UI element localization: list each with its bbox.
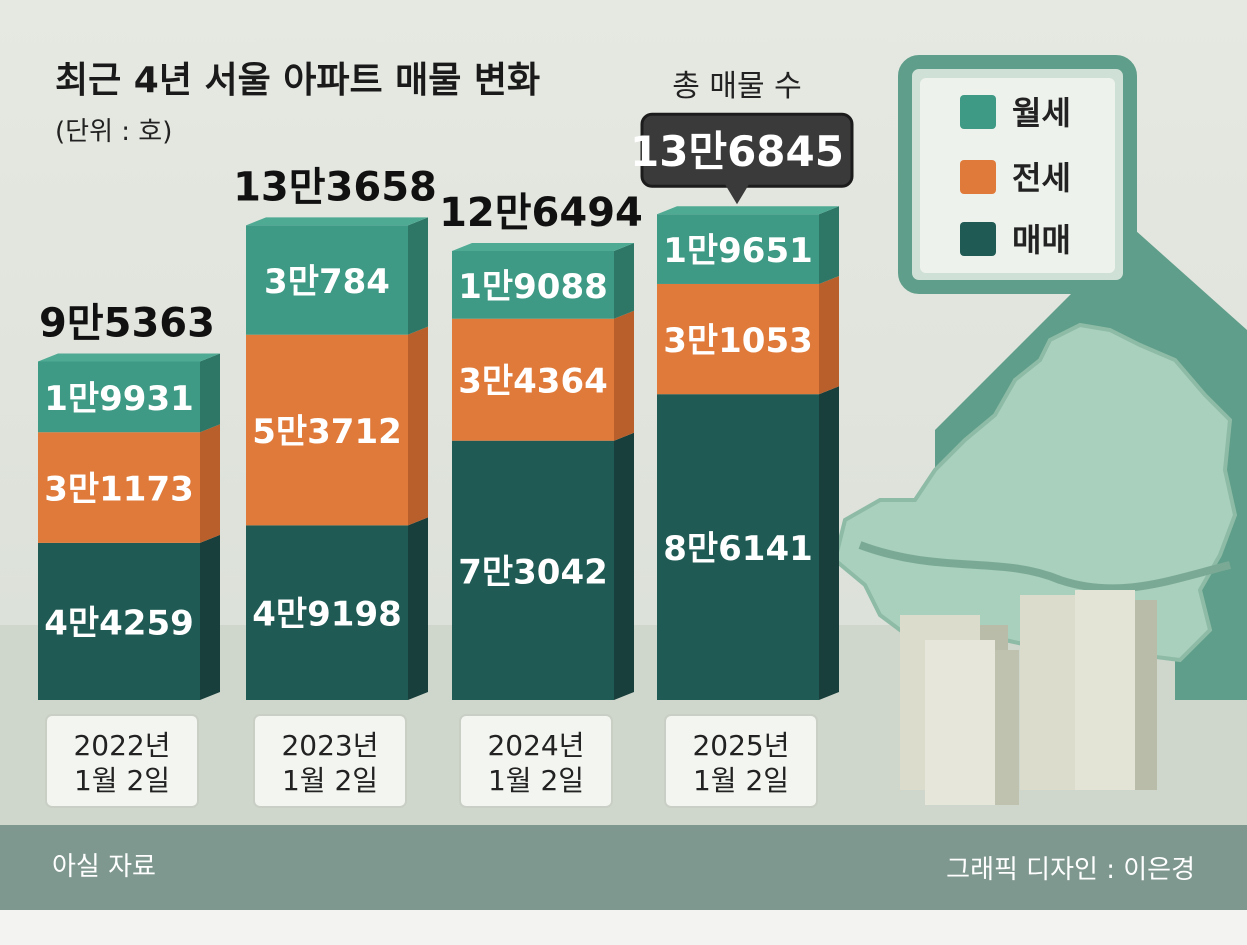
- bar-side-2-2: [614, 242, 634, 319]
- bar-side-1-1: [408, 326, 428, 526]
- bar-segment-2-1: [246, 225, 408, 335]
- date-box-2: [459, 714, 613, 808]
- total-label-2: 12만6494: [439, 190, 643, 236]
- segment-label-1-0: 3만1173: [44, 470, 194, 510]
- segment-label-0-3: 8만6141: [663, 529, 813, 569]
- bar-segment-0-1: [246, 525, 408, 700]
- legend-swatch-sale: [960, 222, 996, 256]
- category-sublabel-3: 1월 2일: [693, 764, 789, 797]
- segment-label-2-0: 1만9931: [44, 379, 194, 419]
- legend-swatch-jeonse: [960, 160, 996, 194]
- bar-segment-1-2: [452, 318, 614, 441]
- bar-top-2: [452, 242, 634, 251]
- bar-side-0-1: [408, 517, 428, 700]
- segment-label-1-2: 3만4364: [458, 362, 608, 402]
- footer-band: [0, 825, 1247, 910]
- legend-label-monthly: 월세: [1012, 94, 1071, 132]
- legend-label-jeonse: 전세: [1012, 159, 1071, 197]
- date-box-3: [664, 714, 818, 808]
- date-box-1: [253, 714, 407, 808]
- bar-segment-2-2: [452, 250, 614, 319]
- legend-label-sale: 매매: [1012, 221, 1071, 259]
- category-label-3: 2025년: [692, 729, 789, 762]
- segment-label-0-0: 4만4259: [44, 603, 194, 643]
- seoul-map-house-illustration: [832, 230, 1247, 700]
- segment-label-2-2: 1만9088: [458, 267, 608, 307]
- segment-label-2-1: 3만784: [264, 262, 390, 302]
- apartment-buildings-illustration: [900, 590, 1157, 805]
- bar-segment-1-3: [657, 283, 819, 395]
- bar-top-1: [246, 217, 428, 226]
- chart-title: 최근 4년 서울 아파트 매물 변화: [55, 60, 540, 101]
- segment-label-1-3: 3만1053: [663, 321, 813, 361]
- legend: 월세 전세 매매: [898, 55, 1137, 294]
- category-sublabel-2: 1월 2일: [488, 764, 584, 797]
- bar-top-0: [38, 353, 220, 362]
- bar-segment-0-3: [657, 394, 819, 700]
- bar-segment-0-2: [452, 440, 614, 700]
- category-sublabel-1: 1월 2일: [282, 764, 378, 797]
- bar-segment-1-1: [246, 334, 408, 526]
- category-sublabel-0: 1월 2일: [74, 764, 170, 797]
- bar-side-1-2: [614, 310, 634, 441]
- bar-side-2-1: [408, 217, 428, 335]
- footer-bottom-strip: [0, 910, 1247, 945]
- total-label-3: 13만6845: [630, 127, 844, 176]
- bar-top-3: [657, 206, 839, 215]
- date-box-0: [45, 714, 199, 808]
- category-label-2: 2024년: [487, 729, 584, 762]
- bar-segment-2-0: [38, 361, 200, 433]
- unit-label: (단위 : 호): [55, 117, 172, 147]
- bar-segment-2-3: [657, 214, 819, 284]
- bar-side-1-0: [200, 424, 220, 543]
- bar-side-1-3: [819, 275, 839, 395]
- legend-swatch-monthly: [960, 95, 996, 129]
- bar-segment-1-0: [38, 432, 200, 543]
- total-label-1: 13만3658: [233, 164, 437, 210]
- total-callout-pointer: [725, 184, 749, 205]
- source-label: 아실 자료: [52, 852, 156, 882]
- category-label-1: 2023년: [281, 729, 378, 762]
- bar-side-2-3: [819, 206, 839, 284]
- bar-side-0-3: [819, 386, 839, 700]
- segment-label-0-2: 7만3042: [458, 552, 608, 592]
- category-label-0: 2022년: [73, 729, 170, 762]
- bar-side-0-2: [614, 432, 634, 700]
- segment-label-1-1: 5만3712: [252, 412, 402, 452]
- total-label-0: 9만5363: [39, 300, 215, 346]
- total-callout-caption: 총 매물 수: [672, 69, 801, 104]
- bar-side-2-0: [200, 353, 220, 433]
- credit-label: 그래픽 디자인 : 이은경: [946, 855, 1195, 885]
- bar-side-0-0: [200, 534, 220, 700]
- bar-segment-0-0: [38, 542, 200, 700]
- segment-label-0-1: 4만9198: [252, 595, 402, 635]
- segment-label-2-3: 1만9651: [663, 231, 813, 271]
